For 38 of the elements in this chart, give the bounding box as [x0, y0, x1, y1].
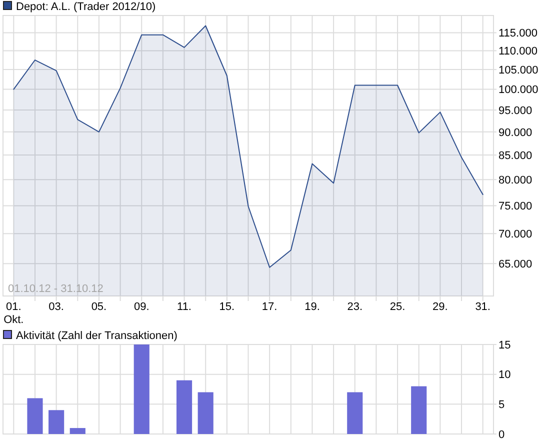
y-tick-label: 0 — [498, 428, 505, 441]
x-tick-label: 09. — [134, 301, 150, 313]
x-tick-label: 05. — [91, 301, 107, 313]
x-tick-label: 25. — [390, 301, 406, 313]
x-tick-label: 31. — [475, 301, 490, 313]
bar — [176, 380, 192, 434]
y-tick-label: 10 — [498, 369, 511, 382]
bar — [411, 386, 427, 434]
bar — [134, 344, 150, 434]
y-tick-label: 15 — [498, 339, 511, 352]
legend-label: Depot: A.L. (Trader 2012/10) — [16, 1, 156, 13]
bar — [48, 410, 64, 434]
y-tick-label: 100.000 — [498, 84, 538, 96]
x-tick-label: 03. — [48, 301, 64, 313]
y-tick-label: 90.000 — [498, 126, 532, 139]
y-tick-label: 85.000 — [498, 150, 532, 162]
y-tick-label: 75.000 — [498, 200, 532, 213]
x-tick-label: 01. Okt. — [4, 301, 24, 326]
x-tick-label: 17. — [262, 301, 278, 313]
bar — [70, 428, 86, 434]
x-tick-label: 23. — [347, 301, 363, 313]
legend-label: Aktivität (Zahl der Transaktionen) — [16, 330, 178, 342]
x-tick-label: 15. — [219, 301, 235, 313]
y-tick-label: 110.000 — [498, 46, 538, 58]
y-tick-label: 70.000 — [498, 228, 532, 240]
bar — [27, 398, 43, 434]
bar — [198, 392, 214, 434]
y-tick-label: 105.000 — [498, 64, 538, 76]
y-tick-label: 5 — [498, 399, 505, 412]
y-tick-label: 80.000 — [498, 174, 532, 186]
annotation: 01.10.12 - 31.10.12 — [8, 283, 104, 295]
y-tick-label: 65.000 — [498, 258, 532, 270]
x-tick-label: 29. — [432, 301, 448, 313]
y-tick-label: 115.000 — [498, 28, 538, 40]
x-tick-label: 19. — [304, 301, 320, 313]
y-tick-label: 95.000 — [498, 104, 532, 117]
bar — [347, 392, 363, 434]
x-tick-label: 11. — [177, 301, 192, 313]
